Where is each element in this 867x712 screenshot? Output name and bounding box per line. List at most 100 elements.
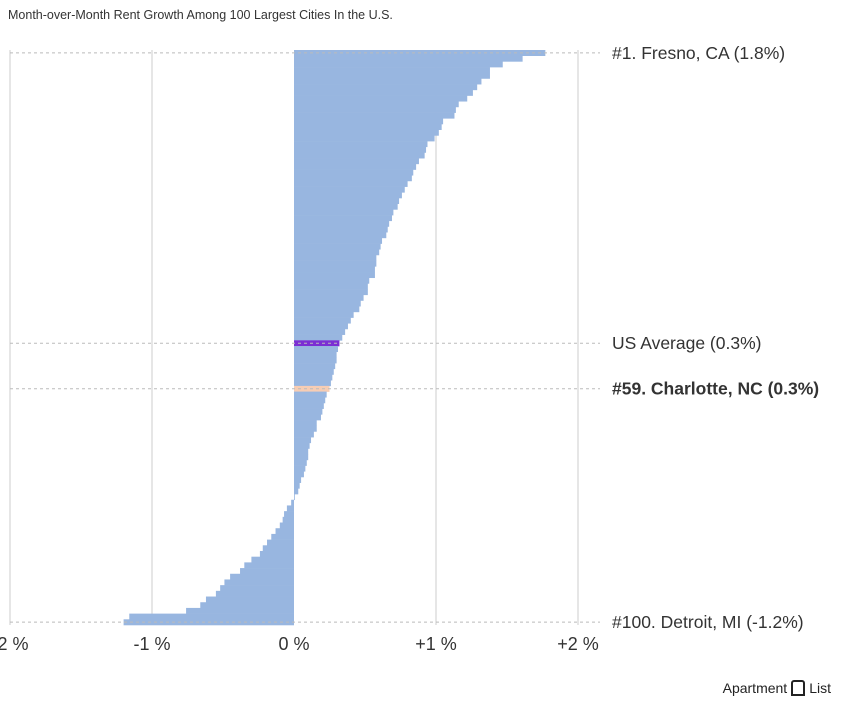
bar <box>291 499 294 506</box>
bar <box>294 180 408 187</box>
bar <box>251 556 294 563</box>
bar <box>294 129 439 136</box>
bar <box>294 78 482 85</box>
bar <box>294 391 327 398</box>
bar <box>294 323 348 330</box>
bar <box>284 511 294 518</box>
bar <box>294 192 402 199</box>
bar <box>294 152 425 159</box>
annotation-label: #100. Detroit, MI (-1.2%) <box>612 612 804 632</box>
bar <box>294 374 333 381</box>
chart-title: Month-over-Month Rent Growth Among 100 L… <box>8 8 393 22</box>
bar <box>294 465 306 472</box>
apartment-list-logo: Apartment List <box>723 680 831 696</box>
x-tick-label: 0 % <box>278 634 309 654</box>
bar <box>294 135 435 142</box>
bar <box>259 550 294 557</box>
bar <box>294 89 473 96</box>
bar <box>294 368 334 375</box>
bar <box>294 198 400 205</box>
bar <box>200 602 294 609</box>
bar <box>294 266 375 273</box>
bar <box>294 459 307 466</box>
logo-text: Apartment <box>722 680 788 696</box>
bar <box>294 260 377 267</box>
bar <box>279 522 294 529</box>
bar <box>294 272 375 279</box>
x-tick-label: -2 % <box>0 634 29 654</box>
x-tick-label: -1 % <box>133 634 170 654</box>
bar <box>294 72 490 79</box>
bar <box>205 596 294 603</box>
bar <box>294 402 324 409</box>
annotation-label: #1. Fresno, CA (1.8%) <box>612 43 785 63</box>
bar <box>294 101 459 108</box>
bar <box>294 471 304 478</box>
bar <box>294 494 295 501</box>
bar <box>294 437 312 444</box>
bar <box>240 568 294 575</box>
bar <box>294 112 455 119</box>
logo-mark-icon <box>791 680 806 696</box>
bar <box>294 397 326 404</box>
bar <box>294 488 299 495</box>
bar <box>294 420 317 427</box>
bar <box>294 380 331 387</box>
bar <box>282 516 294 523</box>
bar <box>294 283 368 290</box>
bar <box>294 163 417 170</box>
bar <box>294 431 314 438</box>
bar <box>215 590 294 597</box>
bar <box>129 613 294 620</box>
annotation-label: #59. Charlotte, NC (0.3%) <box>612 379 819 399</box>
bar <box>294 351 337 358</box>
x-tick-label: +1 % <box>415 634 457 654</box>
bar <box>224 579 294 586</box>
bar <box>262 545 294 552</box>
bar <box>294 311 354 318</box>
bar <box>267 539 294 546</box>
bar <box>294 408 323 415</box>
bar <box>294 482 300 489</box>
bar <box>294 357 337 364</box>
bar <box>294 203 398 210</box>
bar <box>294 254 377 261</box>
bar <box>294 363 336 370</box>
bar <box>294 289 368 296</box>
bar <box>294 84 478 91</box>
bar <box>294 346 339 353</box>
bar <box>294 118 444 125</box>
bar <box>294 220 390 227</box>
bar <box>294 448 309 455</box>
bar <box>294 442 310 449</box>
bar <box>294 454 309 461</box>
bar <box>294 226 388 233</box>
bar <box>230 573 294 580</box>
bar <box>294 328 346 335</box>
bar <box>294 317 351 324</box>
bar <box>294 476 302 483</box>
bar <box>294 186 405 193</box>
x-tick-label: +2 % <box>557 634 599 654</box>
bar <box>271 533 294 540</box>
bar <box>294 232 387 239</box>
bar <box>294 334 343 341</box>
bar <box>294 243 381 250</box>
bar <box>294 300 361 307</box>
bar <box>286 505 294 512</box>
bar <box>294 277 370 284</box>
bar <box>294 61 503 68</box>
logo-text-2: List <box>809 680 831 696</box>
bar <box>244 562 294 569</box>
annotation-label: US Average (0.3%) <box>612 333 761 353</box>
bar <box>294 209 394 216</box>
bar <box>275 528 294 535</box>
bar <box>294 146 427 153</box>
bar <box>294 67 490 74</box>
bar <box>294 249 380 256</box>
bar <box>294 95 468 102</box>
bar <box>294 158 419 165</box>
bar <box>294 124 442 131</box>
bar <box>294 141 428 148</box>
